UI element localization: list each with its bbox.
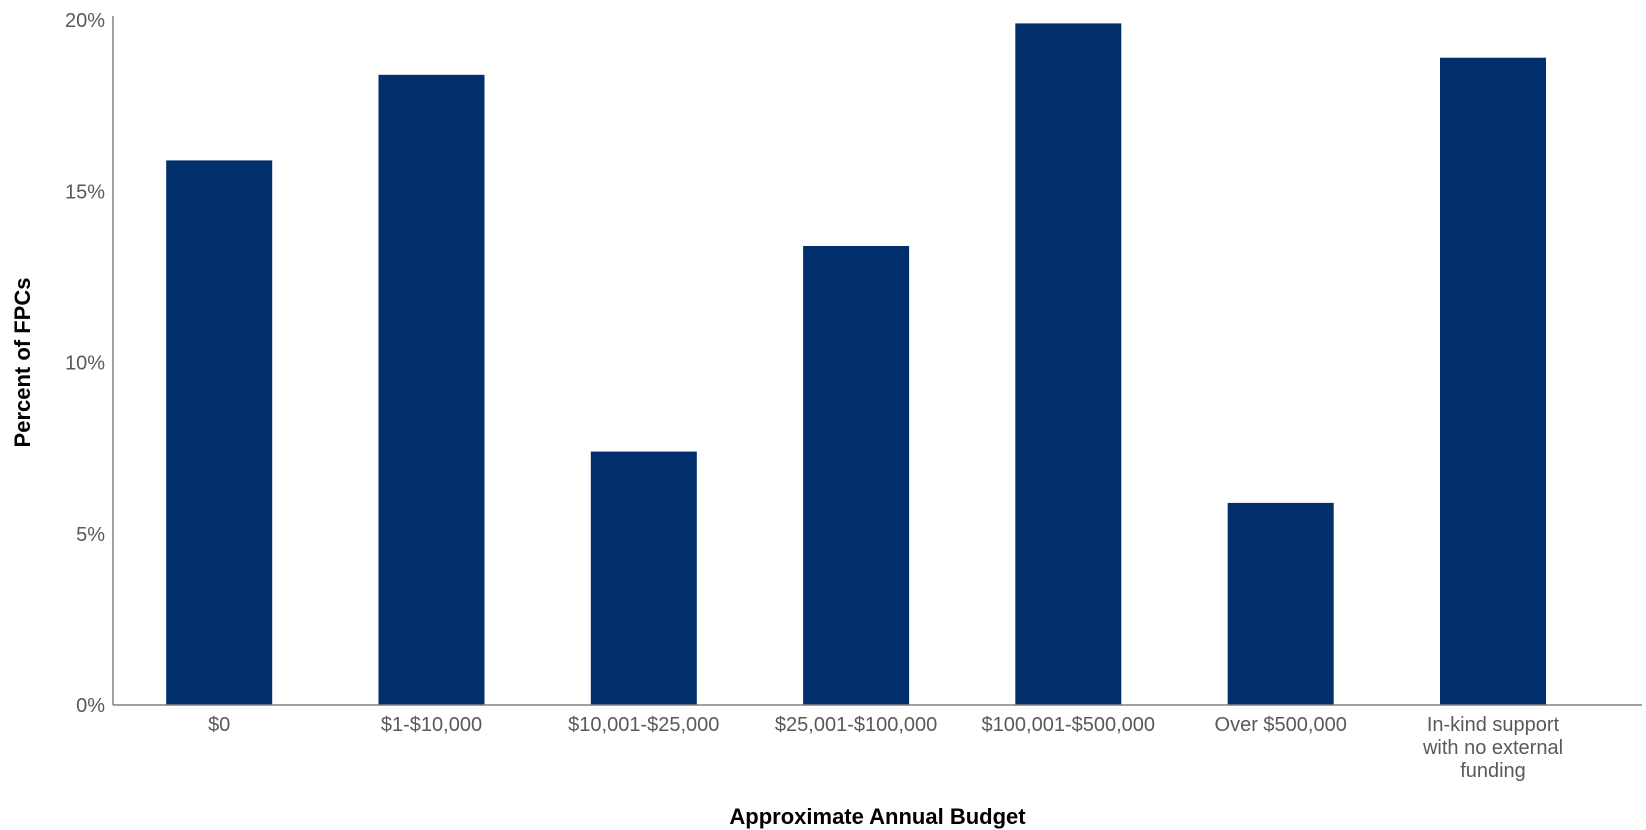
axes-layer <box>112 16 1642 706</box>
y-axis-title: Percent of FPCs <box>10 278 35 448</box>
x-tick-label: $0 <box>208 714 230 736</box>
y-tick-label: 5% <box>76 524 105 546</box>
bar <box>378 74 485 706</box>
x-tick-label: $1-$10,000 <box>381 714 482 736</box>
y-tick-label: 10% <box>65 353 105 375</box>
x-tick-label-line: $100,001-$500,000 <box>982 714 1156 736</box>
x-tick-label-line: $0 <box>208 714 230 736</box>
x-tick-label: $25,001-$100,000 <box>775 714 937 736</box>
bar <box>1227 502 1334 705</box>
x-tick-label: Over $500,000 <box>1215 714 1347 736</box>
x-tick-labels: $0 $1-$10,000 $10,001-$25,000 $25,001-$100,… <box>208 714 1563 782</box>
x-tick-label-line: Over $500,000 <box>1215 714 1347 736</box>
y-tick-label: 15% <box>65 181 105 203</box>
x-tick-label-line: $25,001-$100,000 <box>775 714 937 736</box>
x-tick-label-line: $10,001-$25,000 <box>568 714 719 736</box>
bar <box>803 246 910 705</box>
x-tick-label-line: with no external <box>1422 737 1563 759</box>
bar <box>166 160 273 705</box>
x-tick-label-line: funding <box>1460 760 1526 782</box>
x-tick-label: $100,001-$500,000 <box>982 714 1156 736</box>
bars-layer <box>166 23 1546 706</box>
x-tick-label-line: In-kind support <box>1427 714 1560 736</box>
x-tick-label: $10,001-$25,000 <box>568 714 719 736</box>
y-tick-label: 20% <box>65 10 105 32</box>
bar <box>590 451 697 705</box>
y-tick-labels: 0% 5% 10% 15% 20% <box>65 10 105 717</box>
x-tick-label-line: $1-$10,000 <box>381 714 482 736</box>
bar <box>1015 23 1122 705</box>
x-tick-label: In-kind support with no external funding <box>1422 714 1563 782</box>
x-axis-title: Approximate Annual Budget <box>729 804 1026 829</box>
y-tick-label: 0% <box>76 695 105 717</box>
bar <box>1440 57 1546 705</box>
